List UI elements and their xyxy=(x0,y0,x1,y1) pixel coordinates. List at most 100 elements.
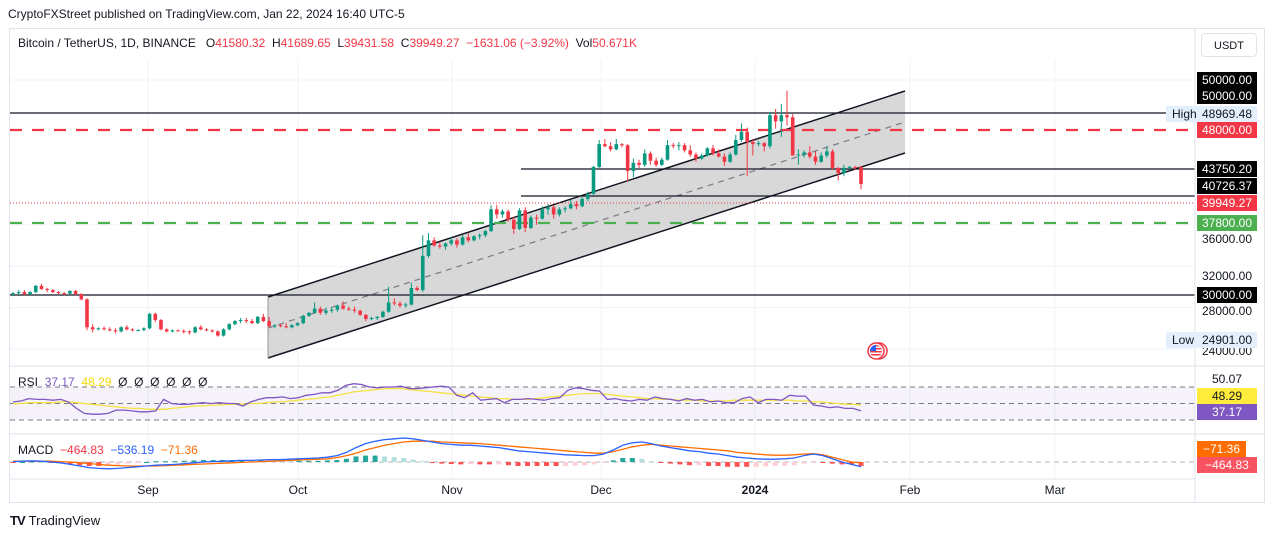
macd-histogram-bar xyxy=(706,462,712,466)
candle-body xyxy=(551,207,556,215)
macd-histogram-bar xyxy=(601,462,607,463)
macd-histogram-bar xyxy=(553,462,559,466)
candle-body xyxy=(102,328,106,330)
macd-histogram-bar xyxy=(658,462,664,463)
candle-body xyxy=(455,240,459,245)
candle-body xyxy=(705,148,710,156)
macd-histogram-bar xyxy=(477,462,483,465)
macd-histogram-bar xyxy=(848,462,854,465)
tradingview-logo-icon: TV xyxy=(10,513,26,528)
high-marker-value: 48969.48 xyxy=(1197,106,1257,122)
candle-body xyxy=(73,291,78,295)
candle-body xyxy=(181,330,186,332)
candle-body xyxy=(654,160,658,165)
rsi-value: 37.17 xyxy=(44,375,75,389)
macd-histogram-bar xyxy=(420,461,426,463)
candle-body xyxy=(443,243,448,247)
low-marker-value: 24901.00 xyxy=(1197,332,1257,348)
time-tick-label: 2024 xyxy=(741,483,769,497)
macd-signal-value: −71.36 xyxy=(160,443,198,457)
candle-body xyxy=(324,310,328,313)
tradingview-brand: TradingView xyxy=(28,513,101,528)
time-tick-label: Dec xyxy=(590,483,612,497)
candle-body xyxy=(620,144,624,146)
candle-body xyxy=(847,166,852,168)
candle-body xyxy=(233,321,237,325)
macd-histogram-bar xyxy=(172,461,178,463)
macd-histogram-bar xyxy=(29,461,35,463)
candle-body xyxy=(113,330,118,332)
candle-body xyxy=(529,217,533,228)
candle-body xyxy=(420,255,425,291)
candle-body xyxy=(779,115,784,122)
macd-histogram-bar xyxy=(372,455,378,462)
candle-body xyxy=(807,152,812,157)
macd-histogram-bar xyxy=(67,462,73,465)
macd-histogram-bar xyxy=(667,462,673,464)
macd-histogram-bar xyxy=(162,461,168,463)
us-flag-economic-event-icon[interactable] xyxy=(866,341,888,361)
time-tick-label: Nov xyxy=(441,483,463,497)
channel-lower-line xyxy=(267,152,906,359)
candle-body xyxy=(358,310,362,315)
currency-button[interactable]: USDT xyxy=(1201,33,1257,57)
macd-histogram-bar xyxy=(105,462,111,466)
candle-body xyxy=(352,309,357,311)
candle-body xyxy=(819,155,823,162)
open-value: 41580.32 xyxy=(215,36,266,50)
macd-histogram-bar xyxy=(820,462,826,463)
macd-histogram-bar xyxy=(496,462,502,465)
macd-histogram-bar xyxy=(677,462,683,465)
candle-body xyxy=(608,146,613,150)
macd-histogram-bar xyxy=(248,460,254,462)
macd-histogram-bar xyxy=(143,462,149,463)
candle-body xyxy=(546,207,550,210)
candle-body xyxy=(210,330,214,332)
candle-body xyxy=(523,210,528,228)
macd-histogram-bar xyxy=(153,461,159,463)
candle-body xyxy=(375,316,380,318)
price-tag-37800: 37800.00 xyxy=(1197,215,1257,231)
low-label: L xyxy=(337,36,345,50)
candle-body xyxy=(802,152,806,155)
candle-body xyxy=(682,145,687,151)
candle-body xyxy=(187,331,192,333)
candle-body xyxy=(318,308,323,313)
candle-body xyxy=(170,330,175,332)
macd-histogram-bar xyxy=(124,462,130,464)
candle-body xyxy=(660,159,664,165)
rsi-extra-5: Ø xyxy=(182,375,192,389)
price-tag-39949-27: 39949.27 xyxy=(1197,195,1257,211)
macd-histogram-bar xyxy=(534,462,540,466)
candle-body xyxy=(398,303,402,306)
macd-histogram-value: −464.83 xyxy=(60,443,104,457)
candle-body xyxy=(580,198,584,207)
macd-histogram-bar xyxy=(620,458,626,462)
volume-label: Vol xyxy=(575,36,593,50)
candle-body xyxy=(830,151,835,168)
rsi-extra-2: Ø xyxy=(134,375,144,389)
price-tag-48000: 48000.00 xyxy=(1197,122,1257,138)
macd-histogram-bar xyxy=(467,462,473,464)
macd-histogram-bar xyxy=(134,462,140,463)
candle-body xyxy=(785,115,789,118)
macd-histogram-bar xyxy=(201,460,207,462)
candle-body xyxy=(591,166,596,194)
candle-body xyxy=(386,302,391,312)
macd-histogram-bar xyxy=(353,456,359,462)
candle-body xyxy=(136,329,141,331)
macd-histogram-bar xyxy=(401,458,407,462)
candle-body xyxy=(85,299,89,328)
macd-histogram-bar xyxy=(486,462,492,465)
macd-histogram-bar xyxy=(725,462,731,467)
candle-body xyxy=(346,308,351,310)
macd-pane xyxy=(10,437,1195,470)
candle-body xyxy=(512,219,516,229)
tradingview-logo[interactable]: TV TradingView xyxy=(10,513,100,528)
macd-histogram-bar xyxy=(639,458,645,462)
price-tag-40726-37: 40726.37 xyxy=(1197,178,1257,194)
macd-histogram-bar xyxy=(772,462,778,466)
candle-body xyxy=(11,293,15,295)
candle-body xyxy=(768,115,772,147)
